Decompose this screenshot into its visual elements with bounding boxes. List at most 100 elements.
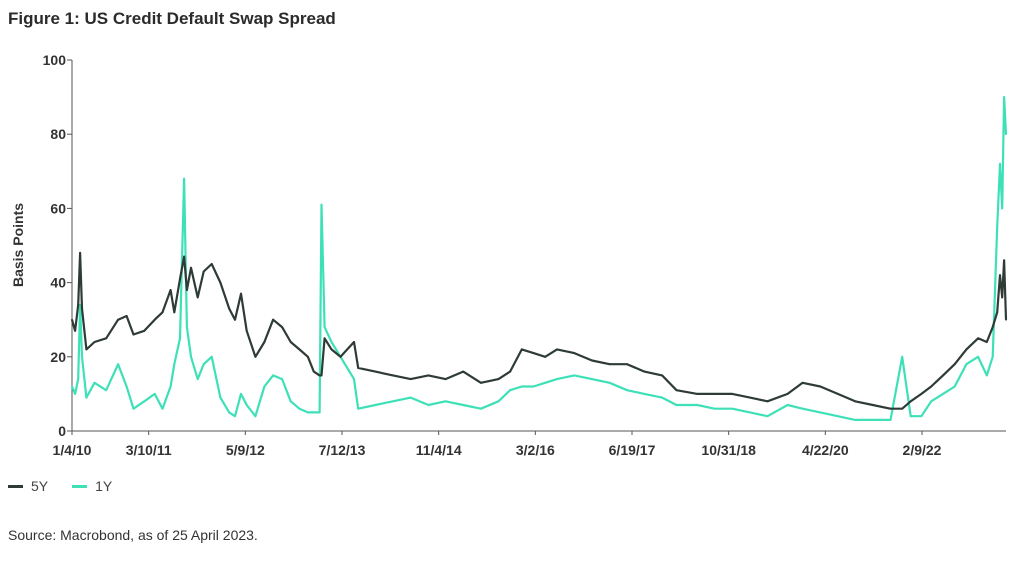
data-point-1y bbox=[196, 378, 199, 380]
y-tick-label: 80 bbox=[50, 126, 66, 142]
data-point-1y bbox=[675, 404, 678, 406]
data-point-1y bbox=[81, 355, 83, 358]
data-point-5y bbox=[626, 363, 628, 366]
data-point-5y bbox=[307, 355, 309, 358]
x-tick-label: 4/22/20 bbox=[802, 442, 849, 458]
x-tick-label: 1/4/10 bbox=[53, 442, 92, 458]
data-point-5y bbox=[153, 318, 156, 321]
data-point-1y bbox=[85, 396, 88, 399]
data-point-1y bbox=[186, 326, 188, 328]
data-point-1y bbox=[819, 411, 822, 414]
data-point-5y bbox=[1001, 296, 1004, 299]
data-point-5y bbox=[836, 393, 839, 395]
data-point-1y bbox=[153, 393, 156, 395]
data-point-5y bbox=[281, 326, 283, 328]
data-point-1y bbox=[71, 385, 73, 388]
data-point-1y bbox=[520, 385, 523, 388]
data-point-5y bbox=[427, 374, 430, 377]
data-point-5y bbox=[330, 348, 333, 351]
source-note: Source: Macrobond, as of 25 April 2023. bbox=[8, 527, 258, 543]
data-point-5y bbox=[353, 341, 355, 343]
data-point-5y bbox=[854, 400, 856, 403]
data-point-5y bbox=[132, 333, 135, 336]
data-point-1y bbox=[942, 393, 944, 395]
data-point-5y bbox=[219, 281, 222, 284]
data-point-1y bbox=[307, 411, 309, 414]
data-point-1y bbox=[323, 326, 326, 328]
data-point-5y bbox=[272, 318, 274, 321]
data-point-1y bbox=[749, 411, 751, 414]
data-point-5y bbox=[520, 348, 523, 351]
data-point-1y bbox=[74, 393, 76, 395]
data-point-5y bbox=[532, 352, 535, 354]
data-point-5y bbox=[573, 352, 576, 354]
data-point-1y bbox=[999, 163, 1001, 165]
data-point-5y bbox=[312, 370, 315, 373]
data-point-1y bbox=[532, 385, 535, 388]
y-tick-label: 40 bbox=[50, 275, 66, 291]
y-axis-label: Basis Points bbox=[10, 203, 26, 287]
data-point-5y bbox=[920, 393, 923, 395]
data-point-5y bbox=[608, 363, 611, 366]
data-point-1y bbox=[909, 415, 912, 418]
data-point-1y bbox=[179, 337, 181, 340]
data-point-1y bbox=[801, 407, 804, 410]
y-tick-label: 0 bbox=[58, 423, 66, 439]
x-tick-label: 10/31/18 bbox=[701, 442, 756, 458]
data-point-1y bbox=[626, 389, 628, 392]
data-point-1y bbox=[836, 415, 839, 418]
data-point-5y bbox=[289, 341, 292, 343]
data-point-1y bbox=[183, 177, 186, 180]
data-point-5y bbox=[228, 307, 231, 310]
data-point-5y bbox=[77, 304, 80, 306]
data-point-5y bbox=[339, 355, 342, 358]
data-point-5y bbox=[392, 374, 394, 377]
series-layer bbox=[70, 96, 1008, 421]
data-point-1y bbox=[889, 419, 892, 421]
data-point-1y bbox=[901, 355, 904, 358]
legend-label-5y: 5Y bbox=[31, 478, 49, 494]
data-point-1y bbox=[79, 304, 81, 306]
data-point-1y bbox=[330, 341, 333, 343]
data-point-5y bbox=[357, 367, 360, 369]
series-line-5y bbox=[70, 251, 1008, 410]
data-point-5y bbox=[1005, 318, 1007, 321]
data-point-5y bbox=[480, 381, 482, 384]
figure-title: Figure 1: US Credit Default Swap Spread bbox=[8, 9, 336, 28]
data-point-5y bbox=[497, 378, 500, 380]
data-point-5y bbox=[1003, 259, 1005, 262]
data-point-1y bbox=[318, 411, 321, 414]
data-point-5y bbox=[409, 378, 412, 380]
data-point-5y bbox=[643, 370, 646, 373]
data-point-1y bbox=[462, 404, 465, 406]
data-point-1y bbox=[190, 355, 192, 358]
data-point-5y bbox=[320, 374, 323, 377]
data-point-5y bbox=[298, 348, 301, 351]
y-tick-label: 20 bbox=[50, 349, 66, 365]
data-point-5y bbox=[183, 255, 186, 258]
data-point-1y bbox=[281, 378, 283, 380]
data-point-5y bbox=[996, 311, 999, 314]
data-point-5y bbox=[74, 329, 76, 332]
data-point-1y bbox=[245, 404, 248, 406]
data-point-5y bbox=[544, 355, 547, 358]
data-point-1y bbox=[731, 407, 734, 410]
data-point-1y bbox=[480, 407, 482, 410]
data-point-5y bbox=[509, 370, 511, 373]
data-point-1y bbox=[930, 400, 933, 403]
data-point-1y bbox=[312, 411, 315, 414]
data-point-1y bbox=[219, 396, 222, 399]
data-point-1y bbox=[544, 381, 547, 384]
data-point-5y bbox=[713, 393, 716, 395]
legend-item-1y: 1Y bbox=[72, 478, 112, 494]
data-point-5y bbox=[801, 381, 804, 384]
data-point-5y bbox=[731, 393, 734, 395]
data-point-5y bbox=[889, 407, 892, 410]
data-point-5y bbox=[254, 355, 257, 358]
data-point-5y bbox=[79, 252, 81, 254]
data-point-5y bbox=[786, 393, 789, 395]
data-point-5y bbox=[323, 337, 326, 340]
data-point-5y bbox=[210, 263, 213, 265]
data-point-1y bbox=[766, 415, 769, 418]
